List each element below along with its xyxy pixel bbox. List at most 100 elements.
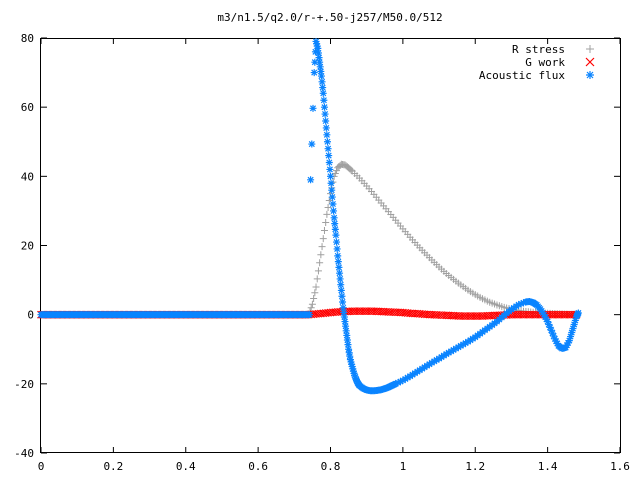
data-point	[344, 341, 352, 349]
data-point	[333, 167, 341, 175]
data-point	[310, 69, 318, 77]
data-point	[339, 304, 347, 312]
data-point	[401, 375, 409, 383]
data-point	[394, 379, 402, 387]
data-point	[327, 172, 334, 180]
data-point	[433, 356, 441, 364]
data-point	[409, 371, 417, 379]
data-point	[319, 84, 327, 92]
data-point	[430, 357, 438, 365]
data-point	[311, 289, 319, 297]
data-point	[331, 220, 339, 228]
data-point	[452, 345, 460, 353]
plot-frame	[40, 38, 621, 453]
data-point	[310, 295, 318, 303]
data-point	[325, 159, 333, 166]
x-tick-label: 1	[400, 460, 407, 473]
data-point	[571, 316, 579, 324]
data-point	[339, 298, 347, 306]
data-point	[546, 323, 554, 331]
data-point	[309, 104, 317, 112]
data-point	[418, 365, 426, 373]
data-point	[406, 372, 414, 380]
data-point	[454, 343, 462, 351]
data-point	[322, 218, 330, 226]
axis-tick-labels: 0 0.2 0.4 0.6 0.8 1 1.2 1.4 1.6 80 60 40 20 0 -20 -40	[14, 32, 630, 473]
data-point	[351, 371, 359, 379]
data-point	[563, 341, 571, 349]
data-point	[342, 322, 350, 330]
data-point	[306, 311, 314, 319]
data-point	[316, 63, 324, 71]
data-point	[312, 283, 320, 291]
data-point	[462, 339, 470, 347]
y-tick-label: 0	[27, 309, 34, 322]
data-point	[564, 339, 572, 347]
data-point	[567, 333, 575, 341]
data-point	[574, 309, 582, 317]
data-point	[551, 335, 559, 343]
data-point	[324, 203, 332, 211]
data-point	[312, 37, 320, 45]
data-point	[316, 58, 324, 66]
data-point	[348, 363, 356, 371]
x-tick-label: 0.8	[321, 460, 341, 473]
data-point	[308, 140, 316, 148]
data-point	[349, 367, 357, 375]
legend-label: Acoustic flux	[479, 69, 565, 82]
data-point	[392, 380, 400, 388]
data-point	[450, 346, 458, 354]
data-point	[346, 356, 354, 364]
data-point	[313, 275, 321, 283]
data-point	[327, 179, 335, 187]
data-point	[318, 78, 326, 86]
data-point	[413, 368, 421, 376]
data-point	[396, 378, 404, 386]
y-tick-label: 20	[21, 240, 34, 253]
data-point	[317, 251, 325, 259]
data-point	[336, 269, 344, 277]
data-point	[565, 337, 573, 345]
data-point	[329, 200, 337, 208]
data-point	[348, 360, 356, 368]
data-point	[570, 320, 578, 328]
y-tick-label: 60	[21, 101, 34, 114]
data-marks	[37, 37, 582, 395]
data-point	[550, 332, 558, 340]
data-point	[317, 67, 325, 75]
x-tick-label: 1.2	[465, 460, 485, 473]
data-point	[562, 344, 570, 352]
x-tick-label: 0	[38, 460, 45, 473]
y-tick-label: 40	[21, 170, 34, 183]
data-point	[320, 96, 328, 104]
data-point	[469, 335, 477, 343]
data-point	[337, 286, 345, 294]
legend-marker	[586, 45, 594, 53]
data-point	[541, 313, 549, 321]
data-point	[404, 374, 412, 382]
series-acoustic-flux	[37, 37, 582, 395]
data-point	[308, 300, 316, 308]
data-point	[520, 299, 527, 307]
data-point	[540, 311, 548, 319]
data-point	[346, 352, 354, 360]
data-point	[342, 327, 350, 335]
data-point	[307, 304, 315, 312]
chart-title: m3/n1.5/q2.0/r-+.50-j257/M50.0/512	[217, 11, 442, 24]
data-point	[545, 320, 553, 328]
data-point	[334, 252, 342, 260]
data-point	[328, 193, 336, 201]
data-point	[323, 138, 331, 146]
data-point	[445, 349, 453, 357]
data-point	[323, 210, 331, 218]
data-point	[464, 338, 472, 346]
x-tick-label: 0.4	[176, 460, 196, 473]
legend-label: R stress	[512, 43, 565, 56]
data-point	[544, 318, 552, 326]
data-point	[345, 345, 353, 353]
data-point	[548, 329, 556, 337]
legend-marker	[586, 71, 594, 79]
data-point	[325, 152, 333, 160]
